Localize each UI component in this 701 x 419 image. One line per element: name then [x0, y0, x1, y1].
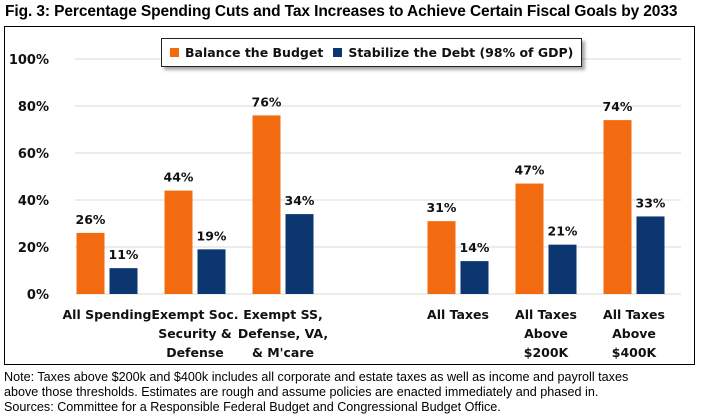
x-category-label: $400K — [612, 345, 658, 360]
bar-stabilize-the-debt — [636, 216, 665, 294]
y-tick-label: 60% — [18, 147, 49, 162]
bar-data-label: 33% — [636, 195, 666, 210]
y-tick-label: 0% — [27, 288, 49, 303]
y-axis-tick-labels: 0% 20% 40% 60% 80% 100% — [9, 53, 49, 303]
x-axis-category-labels: All Spending Exempt Soc. Security & Defense… — [62, 307, 664, 360]
footnote: Note: Taxes above $200k and $400k includ… — [4, 370, 628, 415]
bar-data-label: 34% — [285, 193, 315, 208]
x-category-label: All Taxes — [427, 307, 489, 322]
x-category-label: Above — [612, 326, 656, 341]
bar-stabilize-the-debt — [460, 261, 489, 294]
x-category-label: All Spending — [62, 307, 151, 322]
x-category-label: Above — [524, 326, 568, 341]
y-tick-label: 100% — [9, 53, 49, 68]
bar-balance-the-budget — [252, 115, 281, 295]
x-category-label: All Taxes — [603, 307, 665, 322]
bar-stabilize-the-debt — [548, 244, 577, 294]
chart-legend: Balance the Budget Stabilize the Debt (9… — [161, 38, 583, 67]
note-line-2: above those thresholds. Estimates are ro… — [4, 385, 599, 399]
bar-balance-the-budget — [515, 183, 544, 294]
bar-data-label: 26% — [76, 212, 106, 227]
bars — [76, 115, 665, 295]
x-category-label: $200K — [524, 345, 570, 360]
bar-stabilize-the-debt — [109, 268, 138, 294]
x-category-label: Exempt Soc. — [151, 307, 238, 322]
legend-item-balance-the-budget: Balance the Budget — [170, 45, 323, 60]
bar-stabilize-the-debt — [197, 249, 226, 294]
bar-data-label: 44% — [164, 170, 194, 185]
x-category-label: Defense — [166, 345, 224, 360]
legend-swatch-navy — [333, 48, 343, 57]
x-category-label: All Taxes — [515, 307, 577, 322]
bar-data-label: 14% — [460, 240, 490, 255]
legend-item-stabilize-the-debt: Stabilize the Debt (98% of GDP) — [333, 45, 573, 60]
bar-balance-the-budget — [427, 221, 456, 294]
chart-frame — [4, 26, 695, 365]
bar-data-label: 47% — [515, 163, 545, 178]
y-tick-label: 40% — [18, 194, 49, 209]
note-line-1: Note: Taxes above $200k and $400k includ… — [4, 370, 629, 384]
x-category-label: Defense, VA, — [238, 326, 328, 341]
x-category-label: & M'care — [252, 345, 314, 360]
legend-label: Balance the Budget — [185, 45, 324, 60]
figure-title: Fig. 3: Percentage Spending Cuts and Tax… — [5, 3, 678, 20]
x-category-label: Exempt SS, — [243, 307, 323, 322]
y-tick-label: 20% — [18, 241, 49, 256]
y-tick-label: 80% — [18, 100, 49, 115]
bar-data-label: 11% — [109, 247, 139, 262]
x-category-label: Security & — [158, 326, 232, 341]
bar-balance-the-budget — [76, 232, 105, 294]
bar-data-label: 21% — [548, 224, 578, 239]
bar-balance-the-budget — [164, 190, 193, 294]
bar-data-label: 31% — [427, 200, 457, 215]
sources-line: Sources: Committee for a Responsible Fed… — [4, 400, 501, 414]
bar-data-label: 19% — [197, 228, 227, 243]
bar-data-label: 74% — [603, 99, 633, 114]
bar-stabilize-the-debt — [285, 214, 314, 294]
bar-data-labels: 26% 11% 44% 19% 76% 34% 31% 14% 47% 21% 74% 33% — [76, 94, 666, 262]
legend-label: Stabilize the Debt (98% of GDP) — [348, 45, 574, 60]
bar-data-label: 76% — [252, 94, 282, 109]
bar-balance-the-budget — [603, 120, 632, 294]
legend-swatch-orange — [170, 48, 179, 57]
